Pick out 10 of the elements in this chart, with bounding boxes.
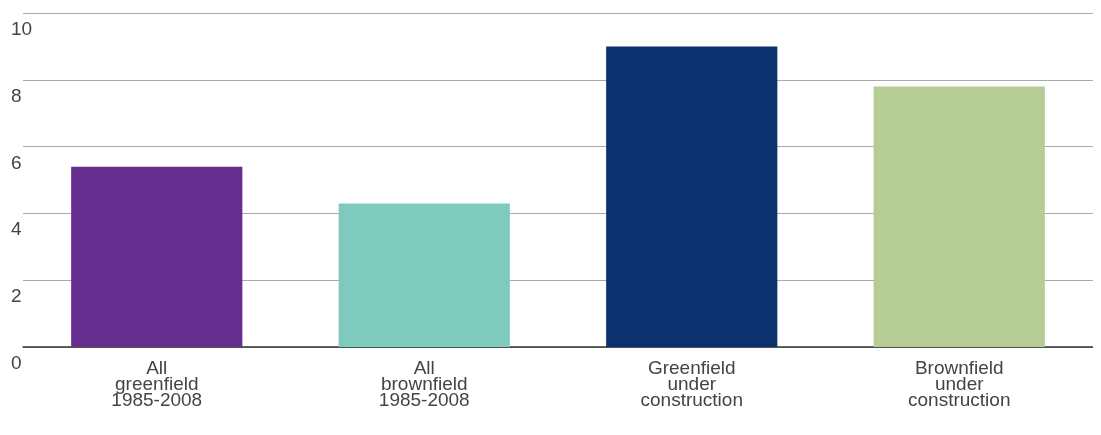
- y-tick-label: 2: [11, 285, 22, 307]
- x-tick-label: All greenfield 1985-2008: [111, 356, 203, 410]
- x-tick-label: Brownfield under construction: [908, 356, 1011, 410]
- y-tick-label: 10: [11, 18, 33, 39]
- y-tick-label: 4: [11, 218, 22, 240]
- y-tick-label: 6: [11, 151, 22, 173]
- y-tick-label: 0: [11, 352, 22, 373]
- x-tick-label: Greenfield under construction: [640, 356, 743, 410]
- x-tick-label: All brownfield 1985-2008: [378, 356, 470, 410]
- y-tick-label: 8: [11, 84, 22, 106]
